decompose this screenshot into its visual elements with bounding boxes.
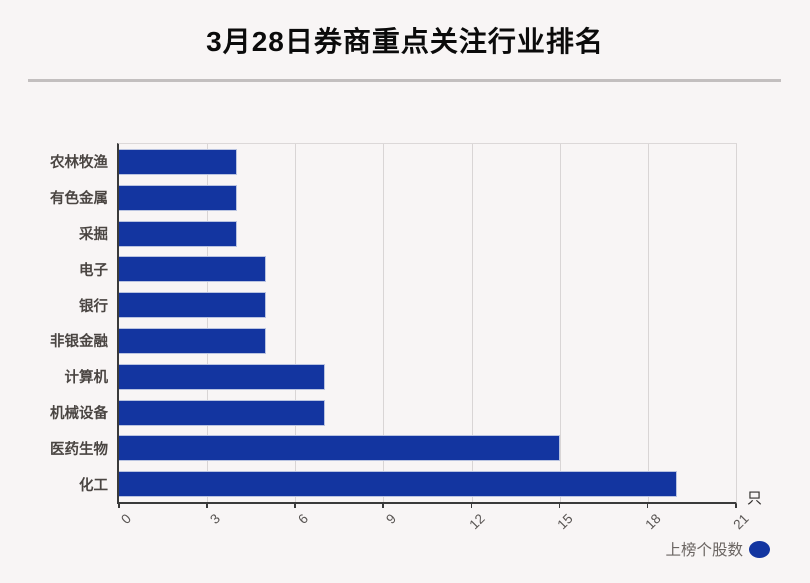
x-tick-mark [382, 504, 384, 508]
bar-9 [119, 435, 560, 462]
gridline [383, 144, 385, 502]
category-label: 非银金融 [50, 334, 108, 351]
category-label: 机械设备 [50, 405, 108, 422]
bar-10 [119, 471, 678, 498]
bar-5 [119, 292, 266, 319]
legend-label: 上榜个股数 [665, 542, 743, 559]
x-axis-unit-label: 只 [747, 490, 763, 507]
bar-2 [119, 184, 237, 211]
x-tick-label: 0 [118, 511, 135, 527]
category-label: 医药生物 [50, 441, 108, 458]
x-tick-label: 9 [383, 511, 400, 527]
gridline [559, 144, 561, 502]
category-label: 农林牧渔 [50, 155, 108, 172]
bar-6 [119, 327, 266, 354]
bar-1 [119, 148, 237, 175]
plot-area: 农林牧渔有色金属采掘电子银行非银金融计算机机械设备医药生物化工 0 3 6 9 12 15… [50, 143, 752, 532]
legend-marker-icon [749, 540, 770, 558]
category-label: 电子 [79, 262, 108, 279]
gridline [736, 144, 737, 502]
x-tick-label: 3 [206, 511, 223, 527]
category-label: 银行 [79, 298, 108, 315]
x-tick-mark [558, 504, 561, 508]
x-tick-mark [294, 504, 296, 508]
gridline [647, 144, 649, 502]
x-tick-mark [646, 504, 649, 508]
bar-8 [119, 399, 325, 426]
gridline [207, 144, 209, 502]
x-tick-label: 12 [465, 511, 488, 533]
x-tick-label: 6 [294, 511, 311, 527]
x-tick-mark [206, 504, 208, 508]
category-label: 有色金属 [50, 191, 108, 208]
x-tick-label: 18 [642, 511, 664, 533]
x-tick-label: 21 [730, 511, 752, 533]
category-label: 计算机 [64, 370, 109, 387]
bar-7 [119, 363, 325, 390]
category-label: 采掘 [79, 226, 108, 243]
bar-3 [119, 220, 237, 247]
chart-title: 3月28日券商重点关注行业排名 [206, 26, 604, 57]
gridline [471, 144, 473, 502]
bar-4 [119, 256, 266, 283]
category-label: 化工 [79, 477, 108, 494]
title-divider [28, 79, 781, 82]
x-tick-mark [735, 504, 737, 508]
x-tick-label: 15 [554, 511, 576, 533]
gridline [295, 144, 297, 502]
x-tick-mark [470, 504, 473, 508]
legend: 上榜个股数 [665, 538, 770, 560]
x-tick-mark [118, 504, 120, 508]
